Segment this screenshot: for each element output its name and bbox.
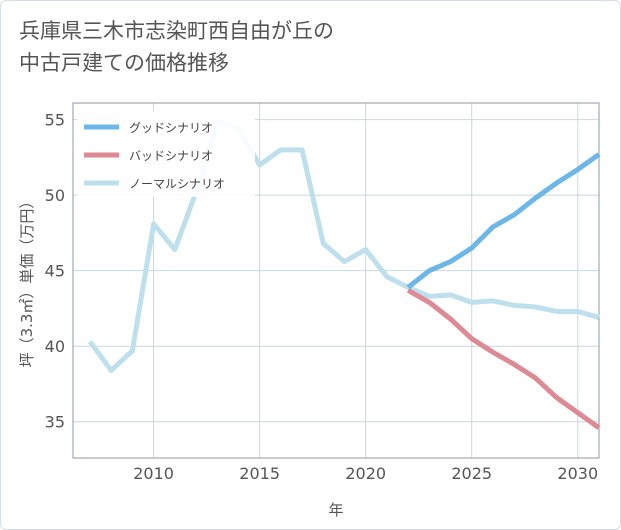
legend-label-bad: バッドシナリオ — [129, 149, 213, 163]
series-lines — [87, 118, 601, 430]
y-tick-label: 35 — [45, 413, 65, 432]
x-tick-label: 2015 — [239, 464, 280, 483]
axes: 35 40 45 50 55 2010 2015 2020 2025 2030 — [45, 102, 600, 483]
y-axis-label: 坪（3.3㎡）単価（万円） — [18, 194, 36, 368]
y-tick-label: 45 — [45, 262, 65, 281]
chart-title-line2: 中古戸建ての価格推移 — [19, 51, 229, 75]
chart-title-line1: 兵庫県三木市志染町西自由が丘の — [19, 19, 334, 43]
y-tick-label: 55 — [45, 111, 65, 130]
x-tick-label: 2020 — [345, 464, 386, 483]
series-line-good — [406, 152, 601, 290]
x-axis-label: 年 — [328, 501, 343, 519]
series-line-bad — [406, 288, 601, 430]
x-tick-label: 2030 — [557, 464, 598, 483]
x-tick-label: 2025 — [451, 464, 492, 483]
series-line-normal — [87, 118, 600, 373]
legend-label-good: グッドシナリオ — [129, 121, 213, 135]
plot-border — [72, 102, 600, 459]
legend-label-normal: ノーマルシナリオ — [129, 177, 225, 191]
y-tick-label: 40 — [45, 337, 65, 356]
chart-title: 兵庫県三木市志染町西自由が丘の 中古戸建ての価格推移 — [19, 15, 334, 79]
x-tick-label: 2010 — [133, 464, 174, 483]
y-tick-label: 50 — [45, 186, 65, 205]
